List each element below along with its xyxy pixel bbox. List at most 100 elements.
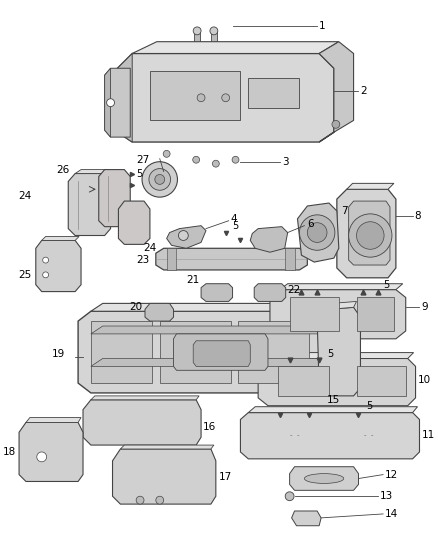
Text: 15: 15 (327, 395, 340, 405)
Polygon shape (319, 42, 353, 142)
Polygon shape (166, 225, 206, 248)
Circle shape (197, 94, 205, 102)
Text: 20: 20 (129, 302, 142, 312)
Polygon shape (120, 445, 214, 449)
Text: 1: 1 (319, 21, 326, 31)
Text: 5: 5 (327, 349, 333, 359)
Text: 14: 14 (385, 509, 398, 519)
Polygon shape (268, 353, 413, 359)
Polygon shape (254, 284, 286, 302)
Circle shape (136, 496, 144, 504)
Text: 24: 24 (18, 191, 32, 201)
Polygon shape (337, 189, 396, 278)
Text: 5: 5 (136, 168, 142, 179)
Polygon shape (91, 303, 349, 311)
Circle shape (300, 215, 335, 251)
Text: 12: 12 (385, 470, 398, 480)
Text: -  -: - - (290, 432, 299, 438)
Text: 25: 25 (18, 270, 32, 280)
Text: 24: 24 (143, 243, 156, 253)
Circle shape (357, 222, 384, 249)
Polygon shape (292, 511, 321, 526)
Text: 22: 22 (288, 285, 301, 295)
Text: 6: 6 (307, 219, 314, 229)
Text: 2: 2 (360, 86, 367, 96)
Polygon shape (91, 359, 351, 366)
Polygon shape (290, 297, 339, 331)
Polygon shape (117, 53, 132, 142)
Polygon shape (19, 423, 83, 481)
Text: 5: 5 (233, 221, 239, 231)
Polygon shape (42, 237, 79, 240)
Polygon shape (248, 407, 417, 413)
Polygon shape (193, 341, 250, 366)
Polygon shape (75, 169, 109, 174)
Text: 26: 26 (56, 165, 69, 175)
Text: 21: 21 (186, 275, 199, 285)
Text: 8: 8 (415, 211, 421, 221)
Text: 17: 17 (219, 472, 232, 481)
Polygon shape (238, 321, 309, 383)
Polygon shape (91, 326, 351, 334)
Polygon shape (117, 53, 334, 142)
Polygon shape (278, 366, 329, 396)
Polygon shape (285, 248, 294, 270)
Circle shape (332, 120, 340, 128)
Polygon shape (91, 321, 152, 383)
Polygon shape (68, 174, 110, 236)
Polygon shape (91, 396, 199, 400)
Polygon shape (357, 366, 406, 396)
Polygon shape (173, 334, 268, 370)
Text: 18: 18 (3, 447, 16, 457)
Text: 16: 16 (203, 422, 216, 432)
Polygon shape (329, 302, 357, 309)
Polygon shape (211, 31, 217, 44)
Polygon shape (258, 359, 416, 406)
Polygon shape (113, 449, 216, 504)
Circle shape (149, 168, 170, 190)
Text: 19: 19 (52, 349, 65, 359)
Circle shape (349, 214, 392, 257)
Circle shape (285, 492, 294, 500)
Text: 27: 27 (137, 155, 150, 165)
Text: 9: 9 (421, 302, 428, 312)
Circle shape (42, 272, 49, 278)
Polygon shape (297, 203, 339, 262)
Text: 5: 5 (366, 401, 373, 411)
Polygon shape (339, 303, 358, 393)
Circle shape (212, 160, 219, 167)
Polygon shape (36, 240, 81, 292)
Polygon shape (145, 303, 173, 321)
Text: 23: 23 (137, 255, 150, 265)
Polygon shape (132, 42, 339, 53)
Circle shape (210, 27, 218, 35)
Polygon shape (248, 78, 300, 108)
Polygon shape (194, 31, 200, 44)
Circle shape (42, 257, 49, 263)
Polygon shape (156, 248, 307, 270)
Circle shape (155, 174, 165, 184)
Text: 5: 5 (383, 280, 389, 290)
Text: -  -: - - (364, 432, 373, 438)
Circle shape (193, 156, 200, 163)
Polygon shape (160, 321, 230, 383)
Ellipse shape (304, 474, 344, 483)
Polygon shape (105, 68, 110, 137)
Circle shape (156, 496, 164, 504)
Circle shape (307, 223, 327, 243)
Circle shape (193, 27, 201, 35)
Polygon shape (290, 467, 358, 490)
Polygon shape (201, 284, 233, 302)
Circle shape (178, 231, 188, 240)
Text: 10: 10 (417, 375, 431, 385)
Polygon shape (347, 183, 394, 189)
Circle shape (163, 150, 170, 157)
Polygon shape (270, 289, 406, 357)
Circle shape (232, 156, 239, 163)
Text: 11: 11 (421, 430, 434, 440)
Text: 13: 13 (380, 491, 393, 501)
Text: 4: 4 (230, 214, 237, 224)
Polygon shape (105, 68, 130, 137)
Polygon shape (280, 284, 403, 289)
Polygon shape (357, 297, 394, 331)
